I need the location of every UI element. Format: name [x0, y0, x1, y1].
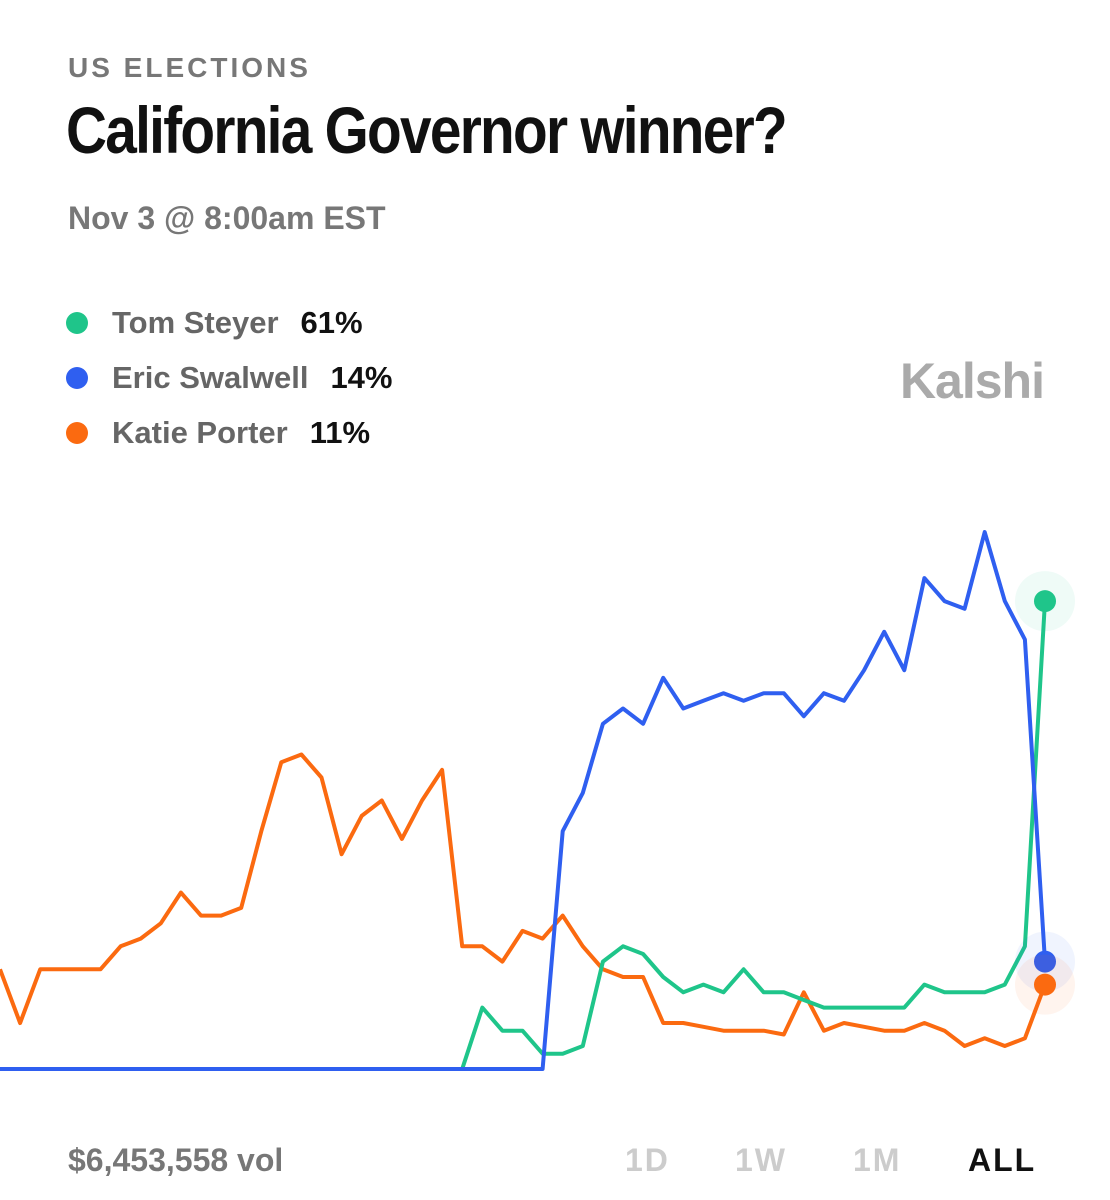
range-button[interactable]: ALL [968, 1142, 1037, 1178]
end-point [1034, 973, 1056, 996]
legend-name: Tom Steyer [112, 305, 279, 340]
legend-dot [66, 422, 88, 444]
brand: Kalshi [899, 353, 1045, 409]
legend-item: Tom Steyer 61% [66, 305, 363, 341]
volume: $6,453,558 vol [68, 1142, 284, 1178]
category: US ELECTIONS [68, 52, 311, 83]
series-line [0, 530, 1047, 1071]
subtitle: Nov 3 @ 8:00am EST [68, 200, 386, 236]
chart-title: California Governor winner? [66, 93, 788, 167]
series-line [0, 600, 1047, 1071]
legend-item: Eric Swalwell 14% [66, 360, 392, 396]
end-point [1034, 950, 1056, 973]
legend-dot [66, 312, 88, 334]
legend-dot [66, 367, 88, 389]
end-point [1034, 590, 1056, 613]
legend-value: 11% [309, 415, 371, 450]
legend-value: 61% [300, 305, 363, 340]
legend-value: 14% [330, 360, 393, 395]
range-button[interactable]: 1D [625, 1142, 670, 1178]
legend-name: Eric Swalwell [112, 360, 309, 395]
legend-item: Katie Porter 11% [66, 415, 370, 451]
legend-name: Katie Porter [112, 415, 288, 450]
series-line [0, 752, 1047, 1048]
range-button[interactable]: 1W [735, 1142, 787, 1178]
range-button[interactable]: 1M [853, 1142, 902, 1178]
